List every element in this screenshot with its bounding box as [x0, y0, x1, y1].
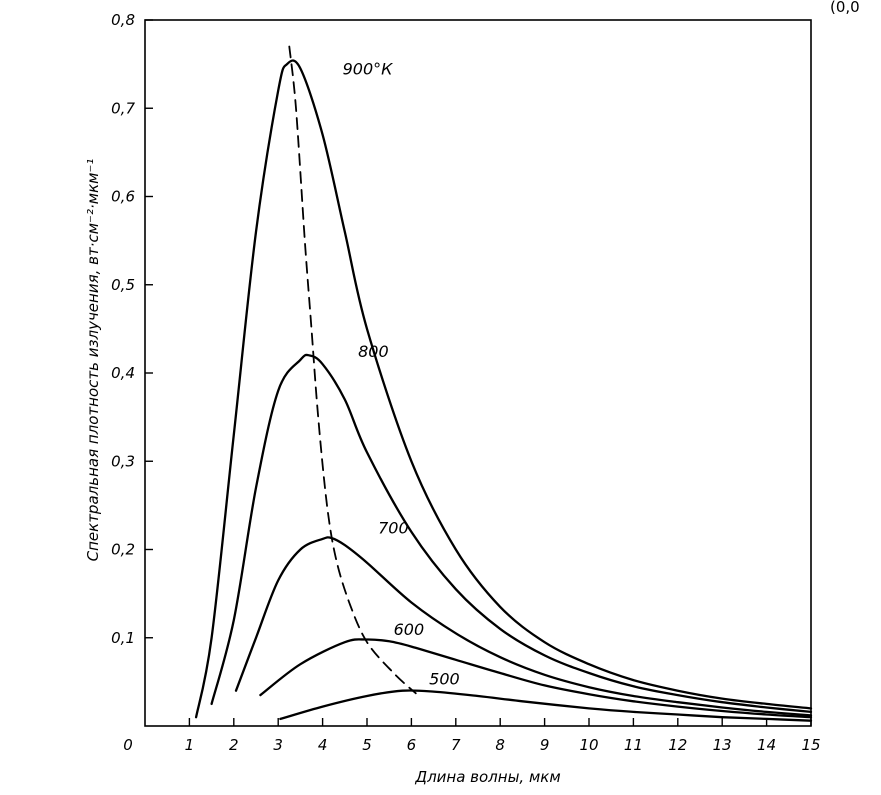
x-tick-label: 11 [624, 736, 643, 754]
curves [194, 45, 813, 722]
y-tick-label: 0,4 [111, 364, 135, 382]
curve-label: 800 [358, 342, 389, 361]
x-axis-ticks: 0 1 2 3 4 5 6 7 8 9 10 11 12 13 14 15 [123, 718, 821, 754]
x-tick-label: 9 [540, 736, 550, 754]
y-axis-ticks: 0,1 0,2 0,3 0,4 0,5 0,6 0,7 0,8 [111, 11, 153, 647]
curve-600 [259, 638, 813, 719]
y-tick-label: 0,5 [111, 276, 135, 294]
y-tick-label: 0,7 [111, 99, 135, 117]
x-tick-label: 2 [229, 736, 239, 754]
curve-label: 500 [429, 669, 460, 688]
y-tick-label: 0,3 [111, 452, 135, 470]
x-axis-title: Длина волны, мкм [414, 768, 560, 786]
x-tick-label: 14 [757, 736, 776, 754]
x-tick-label: 1 [185, 736, 195, 754]
x-tick-label: 15 [801, 736, 820, 754]
plot-border [144, 19, 812, 727]
curve-900 [194, 59, 813, 719]
curve-700 [234, 536, 813, 717]
x-tick-label: 13 [713, 736, 732, 754]
x-tick-label: 4 [318, 736, 328, 754]
x-tick-label: 3 [273, 736, 283, 754]
curve-label: 900°К [343, 60, 394, 79]
y-tick-label: 0,8 [111, 11, 135, 29]
x-tick-label: 6 [407, 736, 417, 754]
x-tick-label: 10 [579, 736, 598, 754]
y-axis-title: Спектральная плотность излучения, вт·см⁻… [84, 159, 102, 562]
wien-peak-dashed-line [288, 45, 417, 695]
curve-label: 600 [394, 620, 425, 639]
y-tick-label: 0,1 [111, 629, 135, 647]
x-tick-label: 5 [362, 736, 372, 754]
curve-800 [210, 353, 813, 714]
y-tick-label: 0,6 [111, 188, 135, 206]
x-tick-label: 7 [451, 736, 461, 754]
x-tick-label: 12 [668, 736, 687, 754]
x-tick-label: 8 [495, 736, 505, 754]
y-tick-label: 0,2 [111, 541, 135, 559]
curve-500 [279, 689, 813, 722]
plot-frame [144, 19, 812, 727]
curve-label: 700 [378, 518, 409, 537]
curve-labels: 900°К 800 700 600 500 [343, 60, 460, 689]
x-tick-label: 0 [123, 736, 133, 754]
corner-fragment: (0,0 [830, 0, 860, 16]
